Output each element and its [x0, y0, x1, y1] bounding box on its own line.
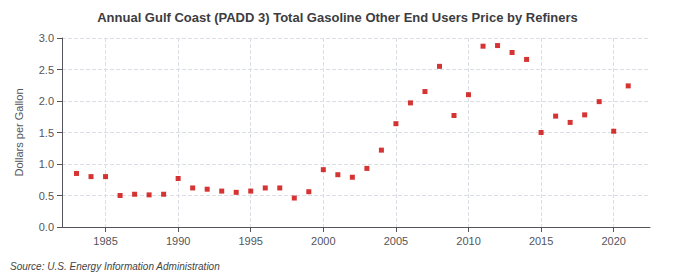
svg-text:1990: 1990: [166, 235, 190, 247]
svg-text:Source: U.S. Energy Informatio: Source: U.S. Energy Information Administ…: [10, 261, 220, 272]
svg-text:3.0: 3.0: [39, 32, 54, 44]
svg-text:2015: 2015: [529, 235, 553, 247]
svg-text:2.5: 2.5: [39, 64, 54, 76]
svg-text:0.5: 0.5: [39, 190, 54, 202]
svg-text:2010: 2010: [456, 235, 480, 247]
svg-text:2000: 2000: [311, 235, 335, 247]
svg-text:0.0: 0.0: [39, 221, 54, 233]
svg-text:1995: 1995: [238, 235, 262, 247]
svg-text:2005: 2005: [384, 235, 408, 247]
svg-text:1.5: 1.5: [39, 127, 54, 139]
svg-text:1.0: 1.0: [39, 158, 54, 170]
svg-text:2020: 2020: [601, 235, 625, 247]
svg-text:Dollars per Gallon: Dollars per Gallon: [13, 88, 25, 176]
svg-text:2.0: 2.0: [39, 95, 54, 107]
svg-text:1985: 1985: [93, 235, 117, 247]
svg-text:Annual Gulf Coast (PADD 3) Tot: Annual Gulf Coast (PADD 3) Total Gasolin…: [97, 10, 578, 25]
